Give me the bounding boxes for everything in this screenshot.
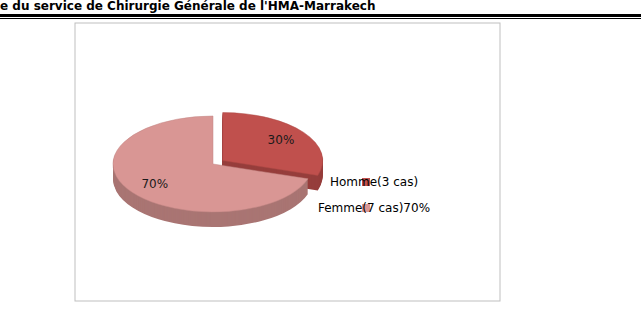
svg-text:Femme(7 cas)70%: Femme(7 cas)70% <box>318 201 430 215</box>
html-text:e du service de Chirurgie Géné: e du service de Chirurgie Générale de l'… <box>0 0 376 13</box>
svg-text:70%: 70% <box>141 177 168 191</box>
svg-text:Homme(3 cas): Homme(3 cas) <box>330 175 418 189</box>
svg-text:30%: 30% <box>268 133 295 147</box>
